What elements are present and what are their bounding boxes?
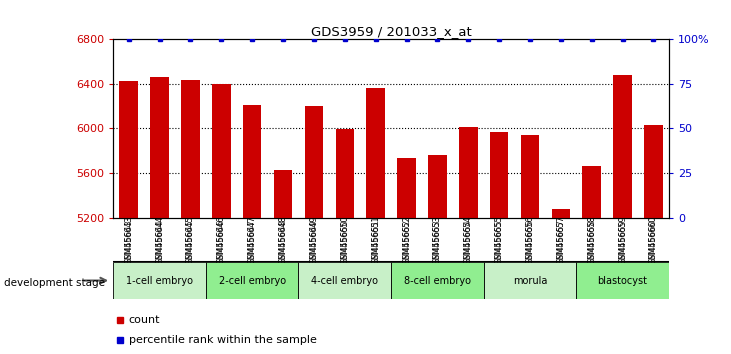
Bar bbox=[113, 262, 206, 299]
Bar bbox=[490, 132, 508, 354]
Bar bbox=[428, 155, 447, 354]
Text: GSM456644: GSM456644 bbox=[155, 216, 164, 264]
Text: 2-cell embryo: 2-cell embryo bbox=[219, 275, 286, 286]
Text: count: count bbox=[129, 315, 160, 325]
Text: GSM456649: GSM456649 bbox=[309, 216, 319, 264]
Bar bbox=[305, 106, 323, 354]
Text: GSM456650: GSM456650 bbox=[341, 216, 349, 264]
Title: GDS3959 / 201033_x_at: GDS3959 / 201033_x_at bbox=[311, 25, 471, 38]
Bar bbox=[336, 130, 354, 354]
Text: GSM456660: GSM456660 bbox=[649, 216, 658, 264]
Text: morula: morula bbox=[512, 275, 548, 286]
Bar bbox=[119, 81, 138, 354]
Text: 1-cell embryo: 1-cell embryo bbox=[126, 275, 193, 286]
Text: GSM456646: GSM456646 bbox=[217, 216, 226, 264]
Bar bbox=[459, 127, 477, 354]
Text: development stage: development stage bbox=[4, 278, 105, 288]
Text: GSM456659: GSM456659 bbox=[618, 216, 627, 264]
Bar bbox=[391, 262, 484, 299]
Bar bbox=[397, 158, 416, 354]
Text: GSM456655: GSM456655 bbox=[495, 216, 504, 264]
Bar bbox=[613, 75, 632, 354]
Bar bbox=[243, 105, 262, 354]
Text: GSM456647: GSM456647 bbox=[248, 216, 257, 264]
Bar bbox=[151, 78, 169, 354]
Text: percentile rank within the sample: percentile rank within the sample bbox=[129, 335, 317, 345]
Bar bbox=[520, 135, 539, 354]
Bar bbox=[274, 170, 292, 354]
Bar bbox=[576, 262, 669, 299]
Bar bbox=[212, 84, 230, 354]
Bar bbox=[366, 88, 385, 354]
Text: GSM456654: GSM456654 bbox=[463, 216, 473, 264]
Text: GSM456645: GSM456645 bbox=[186, 216, 195, 264]
Text: GSM456658: GSM456658 bbox=[587, 216, 596, 264]
Text: GSM456653: GSM456653 bbox=[433, 216, 442, 264]
Text: GSM456643: GSM456643 bbox=[124, 216, 133, 264]
Text: 8-cell embryo: 8-cell embryo bbox=[404, 275, 471, 286]
Text: 4-cell embryo: 4-cell embryo bbox=[311, 275, 378, 286]
Bar bbox=[552, 209, 570, 354]
Text: GSM456648: GSM456648 bbox=[279, 216, 287, 264]
Text: blastocyst: blastocyst bbox=[597, 275, 648, 286]
Text: GSM456656: GSM456656 bbox=[526, 216, 534, 264]
Text: GSM456652: GSM456652 bbox=[402, 216, 411, 264]
Bar bbox=[298, 262, 391, 299]
Bar bbox=[484, 262, 576, 299]
Text: GSM456651: GSM456651 bbox=[371, 216, 380, 264]
Bar bbox=[181, 80, 200, 354]
Bar bbox=[583, 166, 601, 354]
Bar bbox=[644, 125, 663, 354]
Text: GSM456657: GSM456657 bbox=[556, 216, 565, 264]
Bar bbox=[206, 262, 298, 299]
